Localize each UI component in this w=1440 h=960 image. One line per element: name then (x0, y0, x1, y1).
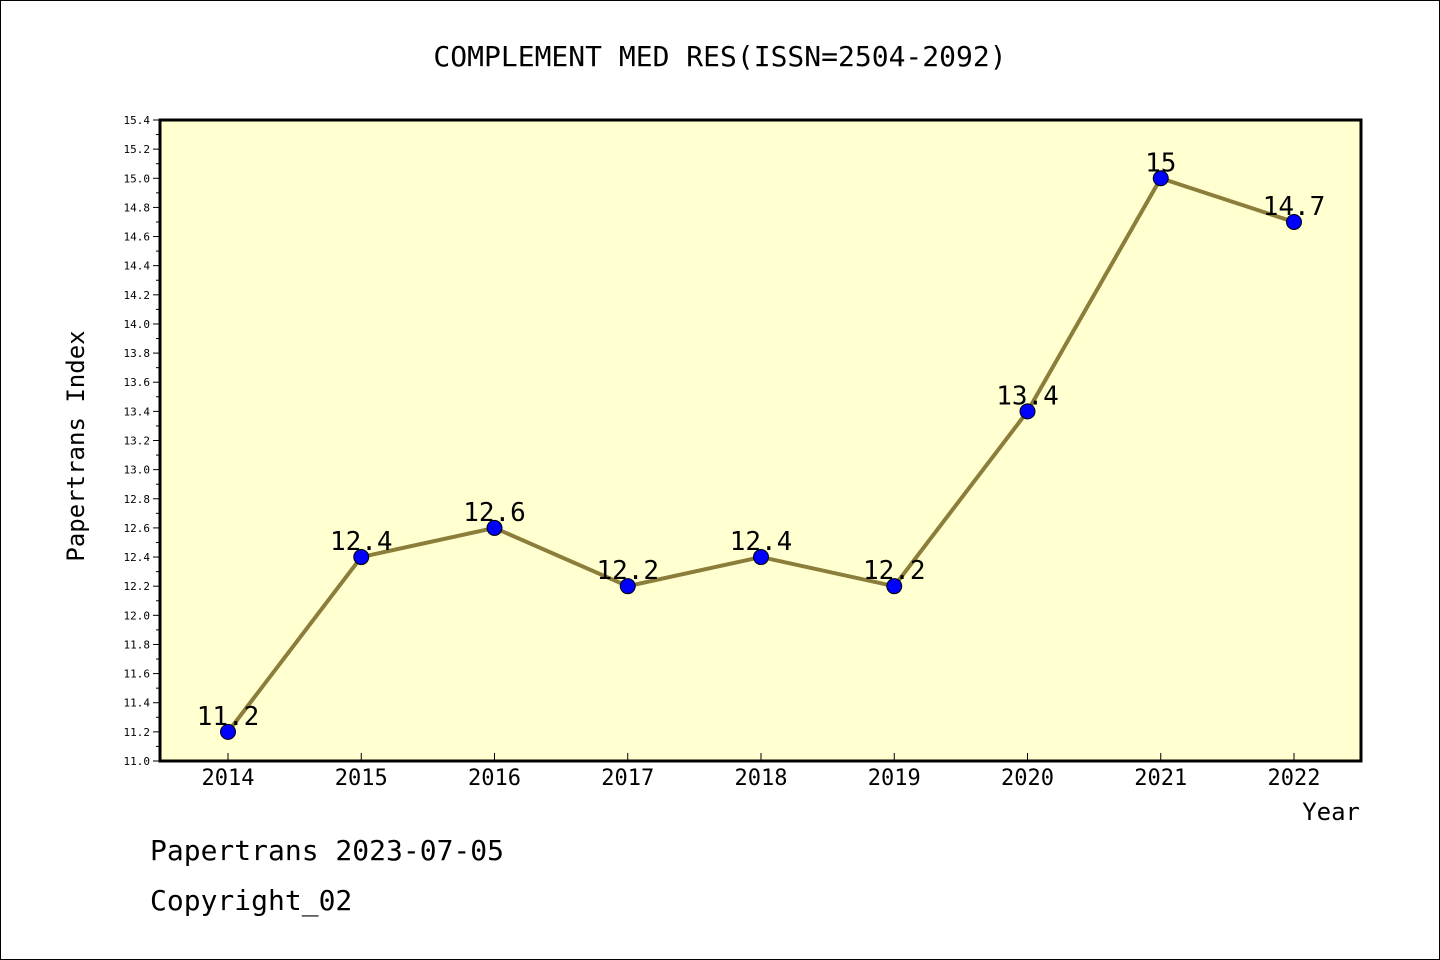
y-tick-label: 12.0 (124, 609, 151, 622)
y-tick-label: 12.6 (124, 522, 151, 535)
y-tick-label: 12.4 (124, 551, 151, 564)
data-point (886, 578, 903, 595)
y-tick-label: 15.0 (124, 172, 151, 185)
y-tick-label: 13.4 (124, 405, 151, 418)
y-tick-label: 12.2 (124, 580, 151, 593)
y-tick-label: 11.0 (124, 755, 151, 768)
y-tick-label: 14.8 (124, 201, 151, 214)
y-axis: 11.0 11.2 11.4 11.6 11.8 12.0 12.2 12.4 12.6 12.8… (124, 114, 160, 768)
data-label: 12.4 (730, 527, 793, 557)
y-tick-label: 13.0 (124, 464, 151, 477)
y-tick-label: 12.8 (124, 493, 151, 506)
data-label: 14.7 (1263, 192, 1326, 222)
data-label: 12.2 (596, 556, 659, 586)
y-tick-label: 11.4 (124, 697, 151, 710)
data-label: 13.4 (996, 381, 1059, 411)
y-tick-label: 11.6 (124, 668, 151, 681)
footer-copyright-line: Copyright_02 (150, 884, 353, 917)
data-point (220, 723, 236, 740)
y-tick-label: 13.2 (124, 435, 151, 448)
y-axis-label: Papertrans Index (62, 330, 90, 561)
x-tick-label: 2022 (1268, 766, 1321, 791)
y-tick-label: 13.8 (124, 347, 151, 360)
y-tick-label: 14.6 (124, 231, 151, 244)
plot-area (158, 118, 1363, 763)
x-tick-label: 2014 (202, 766, 255, 791)
footer-date-line: Papertrans 2023-07-05 (150, 834, 505, 867)
y-tick-label: 11.2 (124, 726, 151, 739)
data-point (619, 578, 636, 595)
data-label: 12.4 (330, 527, 393, 557)
chart-title: COMPLEMENT MED RES(ISSN=2504-2092) (433, 40, 1006, 73)
x-tick-label: 2018 (735, 766, 788, 791)
x-tick-label: 2016 (468, 766, 521, 791)
x-tick-label: 2021 (1134, 766, 1187, 791)
y-tick-label: 14.0 (124, 318, 151, 331)
data-label: 12.2 (863, 556, 926, 586)
x-tick-label: 2017 (601, 766, 654, 791)
data-label: 15 (1145, 148, 1176, 178)
y-tick-label: 15.4 (124, 114, 151, 127)
data-point (353, 549, 370, 566)
x-axis-label: Year (1302, 798, 1360, 826)
y-tick-label: 13.6 (124, 376, 151, 389)
x-tick-label: 2020 (1001, 766, 1054, 791)
x-tick-label: 2019 (868, 766, 921, 791)
data-label: 11.2 (197, 702, 260, 732)
series-papertrans-index: 11.2 12.4 12.6 12.2 12.4 12.2 13.4 15 14.7 (197, 148, 1326, 740)
y-tick-label: 14.4 (124, 260, 151, 273)
y-tick-label: 15.2 (124, 143, 151, 156)
y-tick-label: 11.8 (124, 638, 151, 651)
data-point (1152, 170, 1169, 187)
x-tick-label: 2015 (335, 766, 388, 791)
x-axis: 2014 2015 2016 2017 2018 2019 2020 2021 2022 (202, 753, 1321, 791)
data-point (753, 549, 769, 566)
data-label: 12.6 (463, 498, 526, 528)
y-tick-label: 14.2 (124, 289, 151, 302)
data-point (486, 519, 503, 536)
data-point (1286, 213, 1302, 230)
data-point (1019, 403, 1036, 420)
